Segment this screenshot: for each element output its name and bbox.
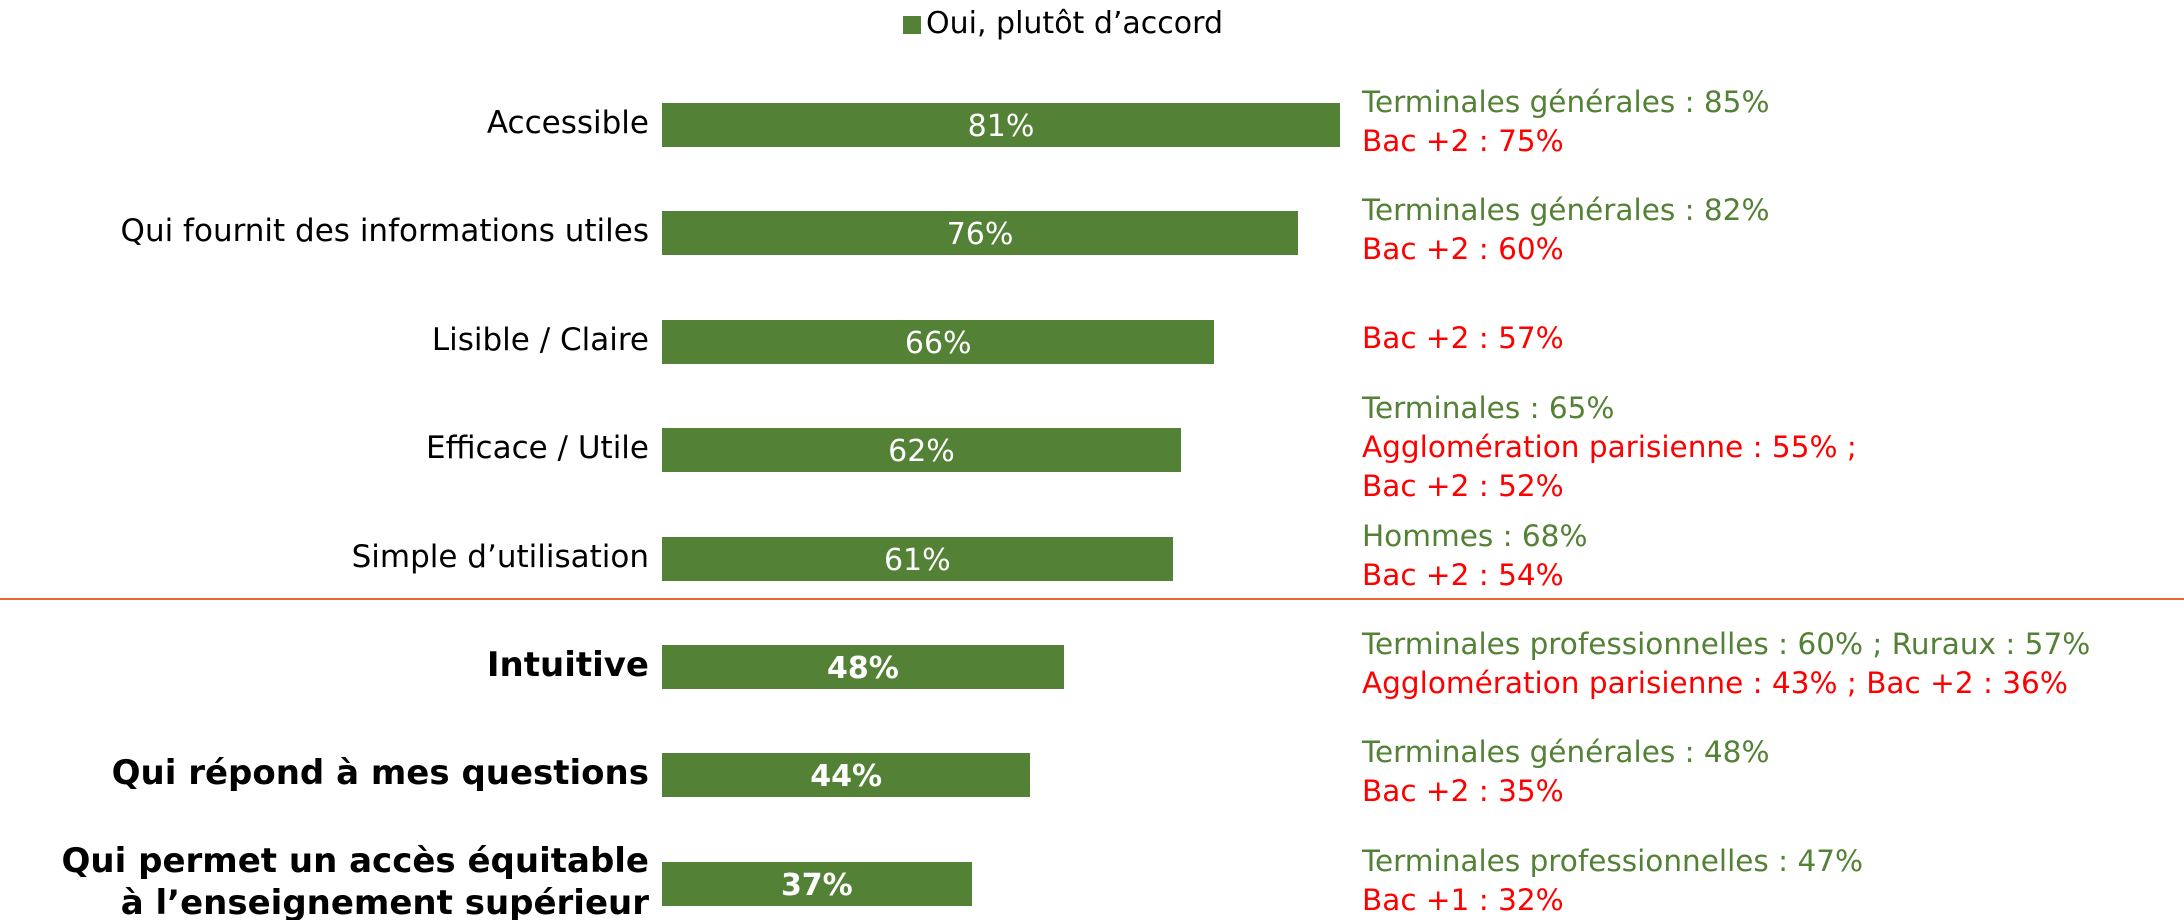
annotation: Hommes : 68% [1362, 518, 1588, 553]
annotation: Bac +2 : 35% [1362, 774, 1564, 809]
category-label: Qui permet un accès équitable à l’enseig… [61, 840, 649, 920]
annotation: Terminales : 65% [1362, 390, 1615, 425]
bar [662, 211, 1299, 256]
bar [662, 319, 1215, 364]
category-label: Lisible / Claire [431, 321, 649, 358]
bar [662, 753, 1031, 798]
value-label: 37% [780, 867, 853, 903]
category-label: Qui répond à mes questions [111, 753, 649, 794]
annotation: Terminales générales : 48% [1362, 735, 1770, 770]
category-label: Efficace / Utile [425, 430, 649, 467]
annotation: Terminales professionnelles : 47% [1362, 843, 1864, 878]
separator [0, 597, 2184, 600]
bar [662, 861, 972, 906]
value-label: 44% [810, 759, 883, 795]
annotation: Terminales générales : 85% [1362, 85, 1770, 119]
value-label: 61% [883, 542, 951, 578]
legend-swatch [903, 16, 921, 34]
value-label: 62% [888, 434, 955, 470]
annotation: Agglomération parisienne : 43% ; Bac +2 … [1362, 666, 2068, 700]
annotation: Bac +2 : 57% [1362, 321, 1564, 356]
annotation: Terminales générales : 82% [1362, 193, 1770, 228]
category-label: Accessible [486, 105, 649, 141]
category-label: Qui fournit des informations utiles [120, 213, 649, 250]
category-label: Simple d’utilisation [351, 538, 649, 575]
annotation: Agglomération parisienne : 55% ; [1362, 429, 1857, 464]
annotation: Bac +2 : 54% [1362, 557, 1564, 592]
value-label: 48% [826, 651, 899, 686]
bar [662, 645, 1064, 689]
value-label: 76% [946, 217, 1014, 253]
value-label: 66% [904, 325, 972, 361]
annotation: Bac +2 : 60% [1362, 232, 1564, 267]
value-label: 81% [967, 109, 1035, 144]
category-label: Intuitive [486, 645, 649, 685]
bar [662, 536, 1173, 581]
bar [662, 103, 1340, 147]
annotation: Bac +2 : 52% [1362, 468, 1564, 503]
annotation: Bac +1 : 32% [1362, 882, 1564, 917]
annotation: Bac +2 : 75% [1362, 124, 1564, 158]
annotation: Terminales professionnelles : 60% ; Rura… [1362, 627, 2091, 661]
bar [662, 428, 1181, 473]
legend-label: Oui, plutôt d’accord [926, 6, 1223, 41]
